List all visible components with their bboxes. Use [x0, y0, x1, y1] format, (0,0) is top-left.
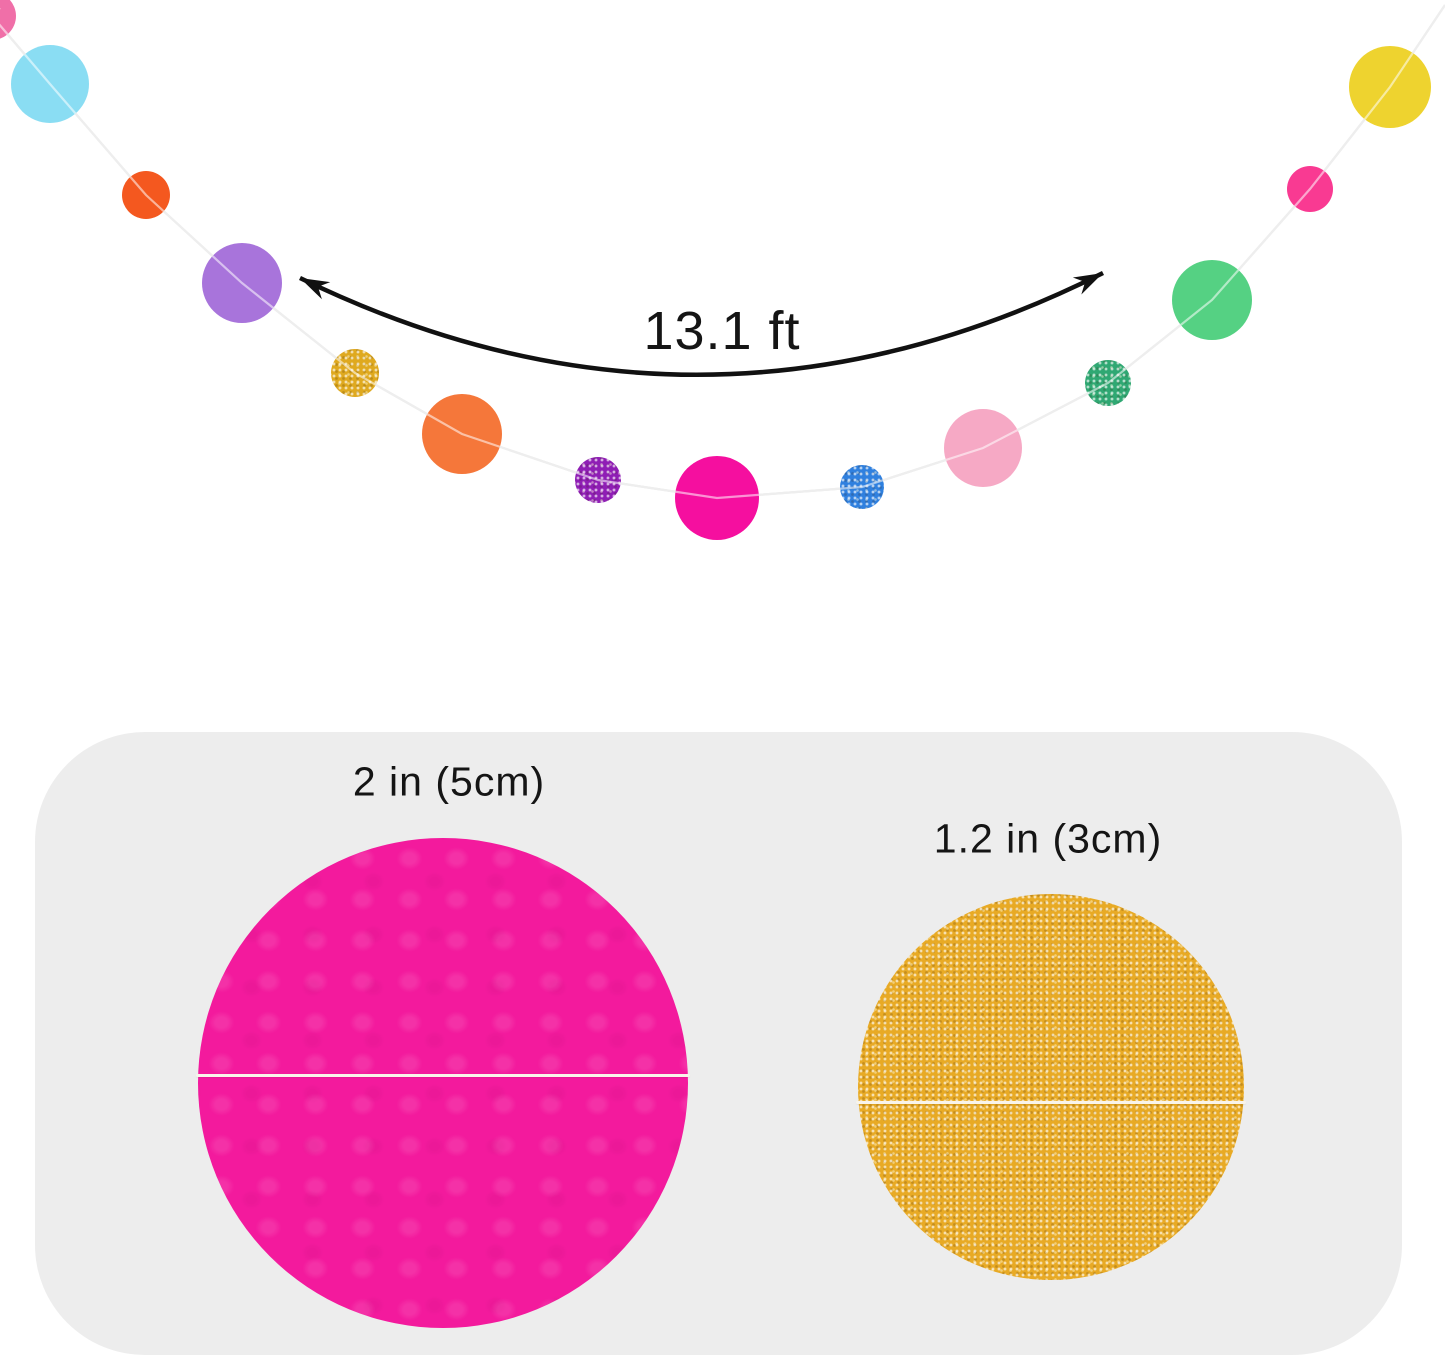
garland-dot-green	[1172, 260, 1252, 340]
large-pink-circle-sample	[198, 838, 688, 1328]
garland-dot-pink-partial	[0, 0, 16, 40]
large-circle-size-label: 2 in (5cm)	[352, 758, 546, 805]
garland-dot-sky-blue	[11, 45, 89, 123]
garland-dot-magenta	[675, 456, 759, 540]
garland-dot-blue-glitter	[840, 465, 884, 509]
garland-dot-gold-glitter	[331, 349, 379, 397]
stitch-thread-large-circle	[196, 1074, 690, 1077]
garland-dot-light-pink	[944, 409, 1022, 487]
garland-dot-orange-small	[122, 171, 170, 219]
garland-dot-yellow	[1349, 46, 1431, 128]
small-gold-glitter-circle-sample	[858, 894, 1244, 1280]
garland-dot-purple	[202, 243, 282, 323]
garland-dot-purple-glitter	[575, 457, 621, 503]
garland-dot-hot-pink-small	[1287, 166, 1333, 212]
stitch-thread-small-circle	[856, 1101, 1246, 1104]
small-circle-size-label: 1.2 in (3cm)	[933, 815, 1163, 862]
garland-length-label: 13.1 ft	[643, 301, 801, 361]
garland-dot-teal-glitter	[1085, 360, 1131, 406]
garland-dot-orange-large	[422, 394, 502, 474]
